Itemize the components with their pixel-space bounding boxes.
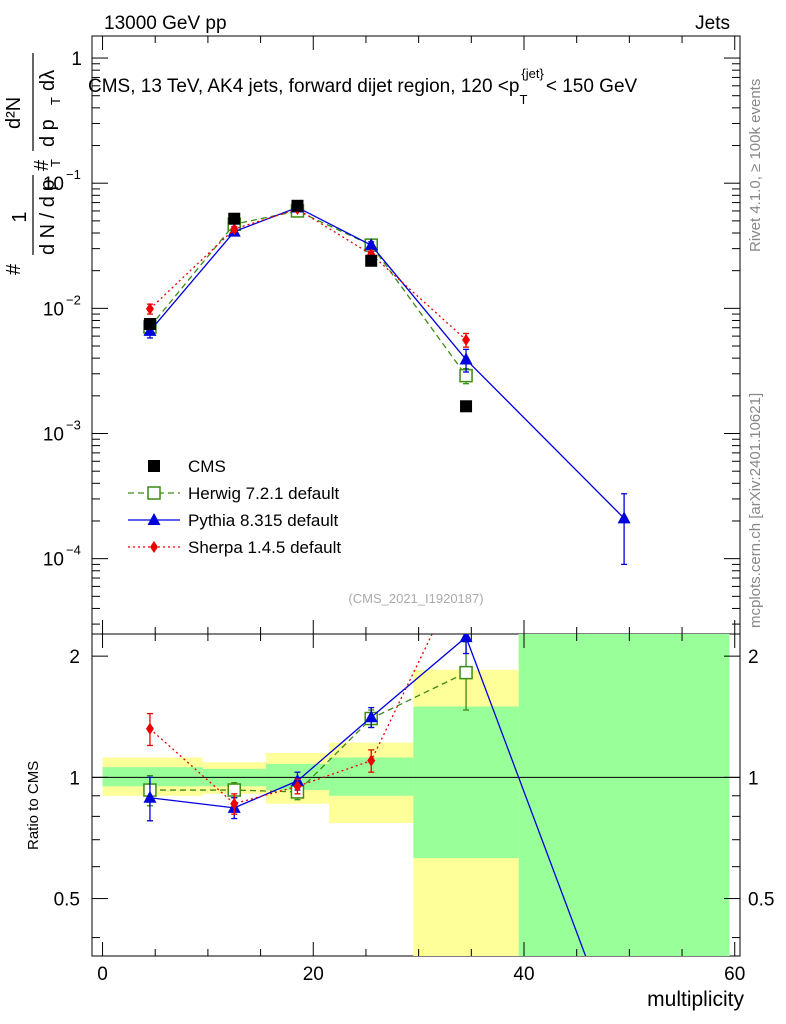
y-tick-exponent: −4 — [66, 543, 81, 558]
ratio-tick-label-left: 0.5 — [54, 890, 80, 911]
ratio-tick-label-right: 1 — [748, 768, 759, 789]
chart-title-main: CMS, 13 TeV, AK4 jets, forward dijet reg… — [88, 76, 519, 97]
x-tick-label: 40 — [513, 964, 534, 985]
pythia-legend-marker — [147, 513, 161, 525]
analysis-watermark: (CMS_2021_I1920187) — [348, 591, 483, 606]
y-tick-label: 10 — [43, 424, 64, 445]
pythia-main-point — [364, 238, 378, 251]
ylabel-dlambda: dλ — [37, 70, 59, 91]
cms-legend-marker — [148, 460, 160, 472]
sherpa-ratio-line — [149, 634, 433, 805]
pythia-main-point — [459, 352, 473, 365]
sherpa-ratio-point — [367, 754, 376, 767]
ratio-axis-ticks: 0.5 0.5 1 1 2 2 — [54, 647, 774, 939]
cms-main-point — [228, 212, 241, 225]
cms-main-point — [460, 400, 473, 413]
sherpa-legend-marker — [150, 541, 158, 553]
sherpa-main-point — [462, 333, 471, 346]
main-series-group — [143, 199, 631, 566]
green-band-4 — [413, 706, 519, 859]
sherpa-ratio-point — [293, 780, 302, 793]
herwig-main-line — [149, 210, 467, 377]
ylabel-sub-t-1: T — [48, 159, 63, 167]
pythia-legend-label: Pythia 8.315 default — [188, 511, 339, 530]
sherpa-main-line — [149, 208, 467, 341]
pythia-ratio-point — [143, 790, 157, 803]
legend: CMS Herwig 7.2.1 default Pythia 8.315 defa… — [128, 457, 341, 557]
pythia-main-line — [149, 206, 625, 519]
chart-title-sub: T — [519, 92, 527, 107]
header-category: Jets — [695, 13, 730, 34]
chart-title: CMS, 13 TeV, AK4 jets, forward dijet reg… — [88, 66, 638, 107]
header-energy: 13000 GeV pp — [104, 13, 227, 34]
cms-main-point — [365, 254, 378, 267]
ylabel-dpt: d p — [37, 119, 59, 147]
cms-legend-label: CMS — [188, 457, 226, 476]
herwig-legend-marker — [147, 486, 161, 500]
y-tick-exponent: −3 — [66, 417, 81, 432]
y-tick-exponent: −1 — [66, 167, 81, 182]
sherpa-ratio-point — [230, 797, 239, 810]
mcplots-label: mcplots.cern.ch [arXiv:2401.10621] — [747, 393, 764, 628]
x-tick-label: 0 — [97, 964, 108, 985]
main-series-clip — [143, 199, 631, 566]
ylabel-one: 1 — [9, 211, 31, 222]
ratio-tick-label-left: 1 — [69, 768, 80, 789]
ratio-series-group — [143, 634, 587, 956]
ratio-tick-label-right: 2 — [748, 647, 759, 668]
y-tick-label: 10 — [43, 550, 64, 571]
ratio-ylabel: Ratio to CMS — [25, 761, 42, 850]
ylabel-hash-2: # — [31, 159, 53, 171]
ratio-series-clip — [143, 634, 587, 956]
y-tick-label: 10 — [43, 174, 64, 195]
sherpa-ratio-point — [145, 722, 154, 735]
pythia-ratio-line — [149, 636, 587, 956]
herwig-legend-label: Herwig 7.2.1 default — [188, 484, 339, 503]
ylabel-d2n: d²N — [3, 97, 25, 129]
ratio-uncertainty-bands — [102, 634, 730, 956]
x-tick-label: 60 — [724, 964, 745, 985]
sherpa-legend-label: Sherpa 1.4.5 default — [188, 538, 341, 557]
cms-main-point — [291, 199, 304, 212]
y-tick-label: 10 — [43, 299, 64, 320]
sherpa-main-point — [230, 223, 239, 236]
ratio-tick-label-right: 0.5 — [748, 890, 774, 911]
x-axis-label: multiplicity — [647, 988, 744, 1011]
ylabel-sub-t-2: T — [48, 97, 63, 105]
chart-title-tail: < 150 GeV — [546, 76, 638, 97]
pythia-main-point — [617, 511, 631, 524]
cms-main-point — [143, 317, 156, 330]
pythia-ratio-point — [364, 710, 378, 723]
ratio-tick-label-left: 2 — [69, 647, 80, 668]
ylabel-hash-1: # — [3, 263, 25, 275]
x-tick-label: 20 — [303, 964, 324, 985]
y-tick-exponent: −2 — [66, 292, 81, 307]
sherpa-main-point — [145, 302, 154, 315]
pythia-ratio-point — [459, 634, 473, 643]
herwig-ratio-point — [459, 665, 473, 680]
ylabel-dn-dpt: d N / d p — [37, 179, 59, 255]
chart-title-sup: {jet} — [521, 66, 544, 81]
y-tick-label: 1 — [71, 49, 82, 70]
green-band-5 — [518, 634, 730, 956]
main-ylabel: # 1 d N / d p T # d²N d p T dλ — [3, 53, 63, 275]
rivet-version-label: Rivet 4.1.0, ≥ 100k events — [747, 79, 764, 252]
